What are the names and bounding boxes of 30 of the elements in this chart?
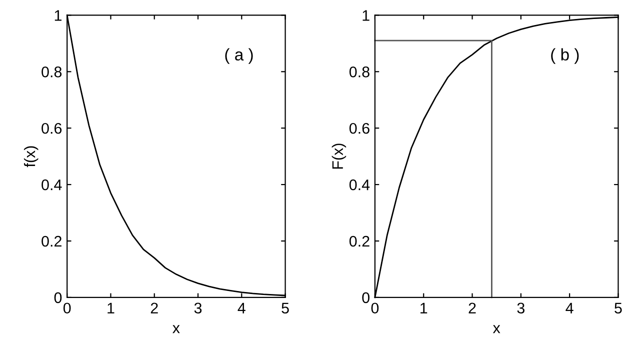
y-tick-label: 0.8: [42, 66, 62, 78]
x-tick-label: 0: [371, 302, 379, 314]
y-tick-label: 0: [54, 292, 62, 304]
y-tick-label: 0.2: [349, 236, 370, 247]
x-axis-title: x: [172, 325, 180, 334]
x-tick-label: 4: [238, 302, 246, 314]
y-tick-label: 0: [362, 292, 370, 304]
y-tick-label: 0.6: [42, 122, 62, 134]
y-tick-label: 0.4: [349, 179, 370, 190]
x-tick-label: 0: [63, 302, 71, 314]
x-tick-label: 1: [420, 302, 428, 314]
annotation: ( b ): [551, 48, 579, 64]
y-tick-label: 0.6: [349, 122, 370, 134]
y-tick-label: 0.8: [349, 66, 370, 78]
x-tick-label: 1: [108, 302, 114, 314]
x-tick-label: 5: [614, 302, 622, 314]
x-tick-label: 3: [517, 302, 524, 314]
annotation: ( a ): [225, 48, 253, 64]
x-tick-label: 2: [468, 302, 476, 314]
x-tick-label: 4: [566, 302, 574, 314]
y-tick-label: 0.4: [42, 179, 62, 190]
y-axis-title: F(x): [332, 144, 346, 169]
y-tick-label: 1: [54, 10, 62, 21]
x-tick-label: 5: [282, 302, 289, 314]
y-tick-label: 0.2: [42, 236, 62, 247]
x-tick-label: 3: [194, 302, 202, 314]
x-tick-label: 2: [150, 302, 158, 314]
y-tick-label: 1: [362, 10, 370, 21]
x-axis-title: x: [492, 325, 500, 334]
y-axis-title: f(x): [24, 146, 38, 168]
